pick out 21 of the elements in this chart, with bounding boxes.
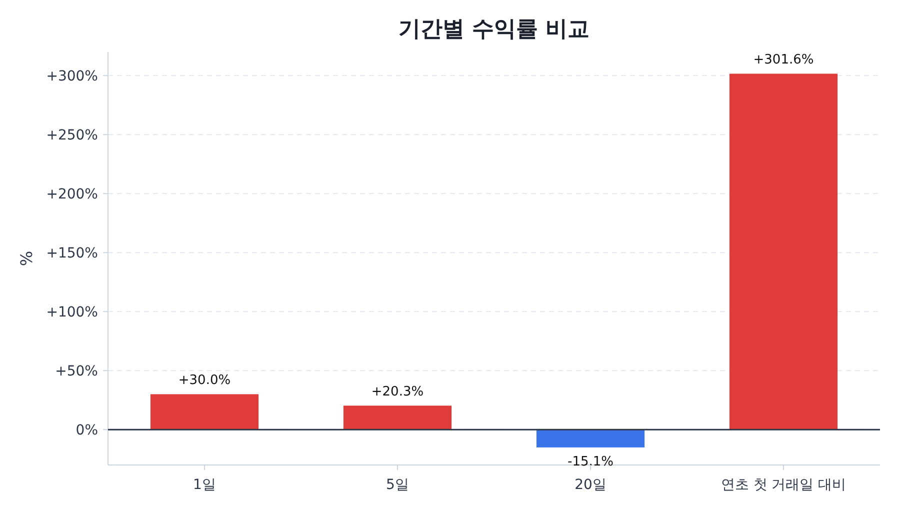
y-tick-label: +50% — [55, 364, 98, 380]
x-tick-label: 1일 — [193, 477, 216, 493]
y-tick-label: +300% — [46, 68, 98, 85]
data-label: -15.1% — [568, 454, 614, 470]
bar — [729, 74, 838, 430]
y-tick-label: +100% — [46, 304, 98, 321]
y-tick-label: +250% — [46, 128, 98, 144]
data-label: +301.6% — [753, 52, 814, 68]
bar — [343, 406, 452, 430]
y-tick-label: +200% — [46, 186, 98, 203]
data-label: +20.3% — [371, 384, 424, 400]
x-tick-label: 5일 — [386, 477, 409, 493]
bar — [150, 394, 259, 430]
y-tick-label: 0% — [76, 422, 98, 439]
chart-title: 기간별 수익률 비교 — [398, 17, 590, 42]
x-tick-label: 20일 — [574, 477, 606, 493]
y-tick-label: +150% — [46, 246, 98, 262]
y-axis-title: % — [17, 250, 36, 266]
bar — [536, 430, 645, 448]
x-tick-label: 연초 첫 거래일 대비 — [720, 477, 846, 493]
data-label: +30.0% — [178, 373, 231, 388]
